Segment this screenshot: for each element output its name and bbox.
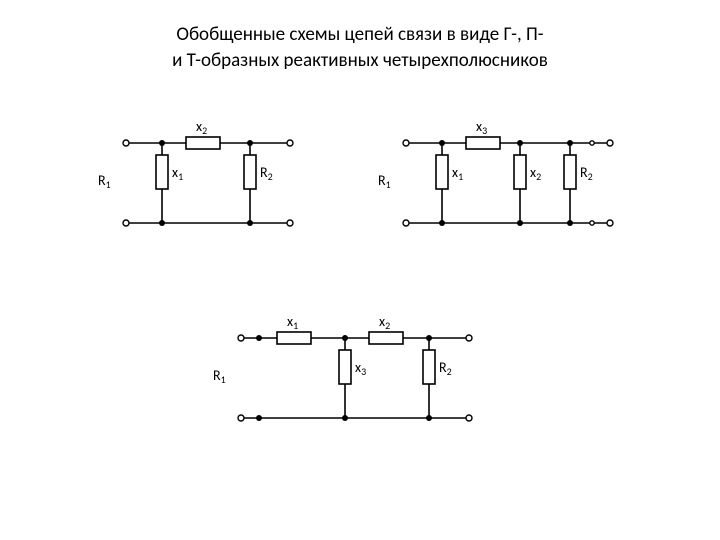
label-r1-t: R1 — [213, 367, 226, 386]
label-x2-pi: x2 — [530, 164, 541, 183]
label-x2-t: x2 — [379, 313, 390, 332]
label-x1-t: x1 — [287, 313, 298, 332]
label-x1-g: x1 — [172, 164, 183, 183]
label-r2-pi: R2 — [580, 164, 593, 183]
page-title: Обобщенные схемы цепей связи в виде Г-, … — [0, 0, 720, 73]
title-line-2: и Т-образных реактивных четырехполюснико… — [172, 49, 548, 72]
label-x1-pi: x1 — [452, 164, 463, 183]
title-line-1: Обобщенные схемы цепей связи в виде Г-, … — [176, 23, 543, 46]
label-r1: R1 — [98, 172, 111, 191]
circuit-gamma: R1 x2 x1 R2 — [90, 103, 330, 263]
diagram-area: R1 x2 x1 R2 — [0, 73, 720, 513]
label-x3-pi: x3 — [476, 118, 487, 137]
label-r2-t: R2 — [439, 359, 452, 378]
circuit-t: R1 x1 x2 x3 R2 — [205, 298, 505, 458]
label-x3-t: x3 — [355, 359, 366, 378]
label-r1-pi: R1 — [378, 172, 391, 191]
label-r2-g: R2 — [260, 164, 273, 183]
label-x2-g: x2 — [196, 118, 207, 137]
circuit-pi: R1 x3 x1 x2 R2 — [370, 103, 650, 263]
